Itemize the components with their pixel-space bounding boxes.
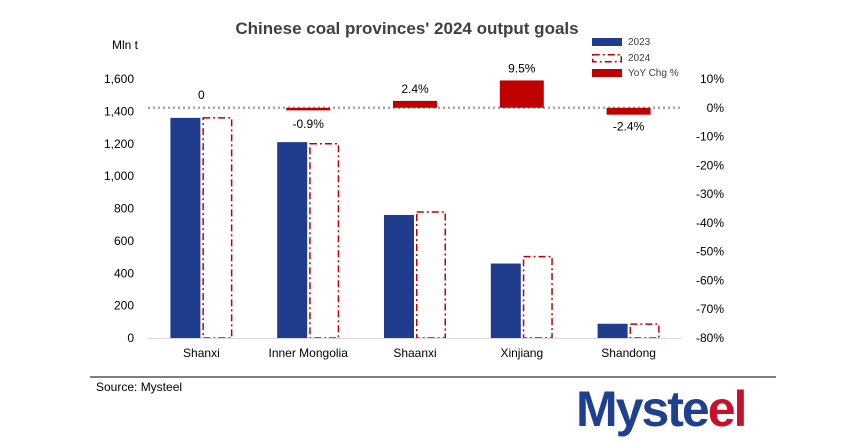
chart-title: Chinese coal provinces' 2024 output goal… xyxy=(235,19,578,38)
left-tick-label: 800 xyxy=(114,202,134,216)
category-label: Inner Mongolia xyxy=(269,346,349,360)
right-tick-label: -60% xyxy=(696,273,724,287)
bar-2024 xyxy=(416,211,446,339)
bar-2024 xyxy=(309,143,340,339)
legend-swatch-2024 xyxy=(592,54,622,63)
category-label: Shaanxi xyxy=(393,346,436,360)
left-tick-label: 1,600 xyxy=(104,72,134,86)
right-tick-label: -30% xyxy=(696,187,724,201)
left-tick-label: 600 xyxy=(114,234,134,248)
right-tick-label: -20% xyxy=(696,158,724,172)
yoy-bar xyxy=(393,100,437,108)
right-axis-ticks: -80% -70% -60% -50% -40% -30% -20% -10% 0% 10% xyxy=(696,72,724,345)
bar-2023 xyxy=(384,214,414,338)
left-tick-label: 1,400 xyxy=(104,104,134,118)
left-tick-label: 1,000 xyxy=(104,169,134,183)
yoy-data-label: 9.5% xyxy=(508,61,536,75)
bar-2024 xyxy=(629,323,660,339)
bar-2024 xyxy=(202,117,233,339)
right-tick-label: 0% xyxy=(707,101,725,115)
right-tick-label: -40% xyxy=(696,216,724,230)
yoy-data-label: 0 xyxy=(198,88,205,102)
legend-swatch-2023 xyxy=(592,38,622,46)
bar-2024 xyxy=(522,255,553,339)
legend-label-2024: 2024 xyxy=(628,53,651,64)
right-tick-label: 10% xyxy=(700,72,724,86)
bar-2023 xyxy=(597,323,628,338)
legend-label-2023: 2023 xyxy=(628,37,651,48)
category-label: Shandong xyxy=(601,346,656,360)
logo-text-blue: Myste xyxy=(576,381,710,437)
y-axis-unit-label: Mln t xyxy=(112,38,139,52)
left-tick-label: 1,200 xyxy=(104,137,134,151)
yoy-data-label: -2.4% xyxy=(613,120,645,134)
left-tick-label: 0 xyxy=(127,331,134,345)
left-tick-label: 200 xyxy=(114,299,134,313)
right-tick-label: -50% xyxy=(696,245,724,259)
logo-text-red: el xyxy=(707,381,748,437)
left-tick-label: 400 xyxy=(114,266,134,280)
right-tick-label: -70% xyxy=(696,302,724,316)
mysteel-logo: Mysteel xyxy=(576,381,748,437)
left-axis-ticks: 0 200 400 600 800 1,000 1,200 1,400 1,600 xyxy=(104,72,134,345)
yoy-bar xyxy=(499,80,544,108)
bar-2023 xyxy=(490,263,521,338)
category-label: Xinjiang xyxy=(500,346,543,360)
yoy-bars: 0 -0.9% 2.4% 9.5% -2.4% xyxy=(198,61,651,134)
category-label: Shanxi xyxy=(183,346,220,360)
yoy-bar xyxy=(606,107,651,115)
yoy-bar xyxy=(286,107,331,111)
source-note: Source: Mysteel xyxy=(96,380,183,394)
yoy-data-label: 2.4% xyxy=(401,82,429,96)
bar-2023 xyxy=(170,117,201,338)
right-tick-label: -10% xyxy=(696,130,724,144)
legend-label-yoy: YoY Chg % xyxy=(628,68,679,79)
right-tick-label: -80% xyxy=(696,331,724,345)
yoy-data-label: -0.9% xyxy=(293,117,325,131)
category-labels: Shanxi Inner Mongolia Shaanxi Xinjiang Shand… xyxy=(183,346,656,360)
legend: 2023 2024 YoY Chg % xyxy=(592,37,679,79)
legend-swatch-yoy xyxy=(592,69,622,77)
bar-group xyxy=(170,117,660,339)
bar-2023 xyxy=(277,142,308,338)
